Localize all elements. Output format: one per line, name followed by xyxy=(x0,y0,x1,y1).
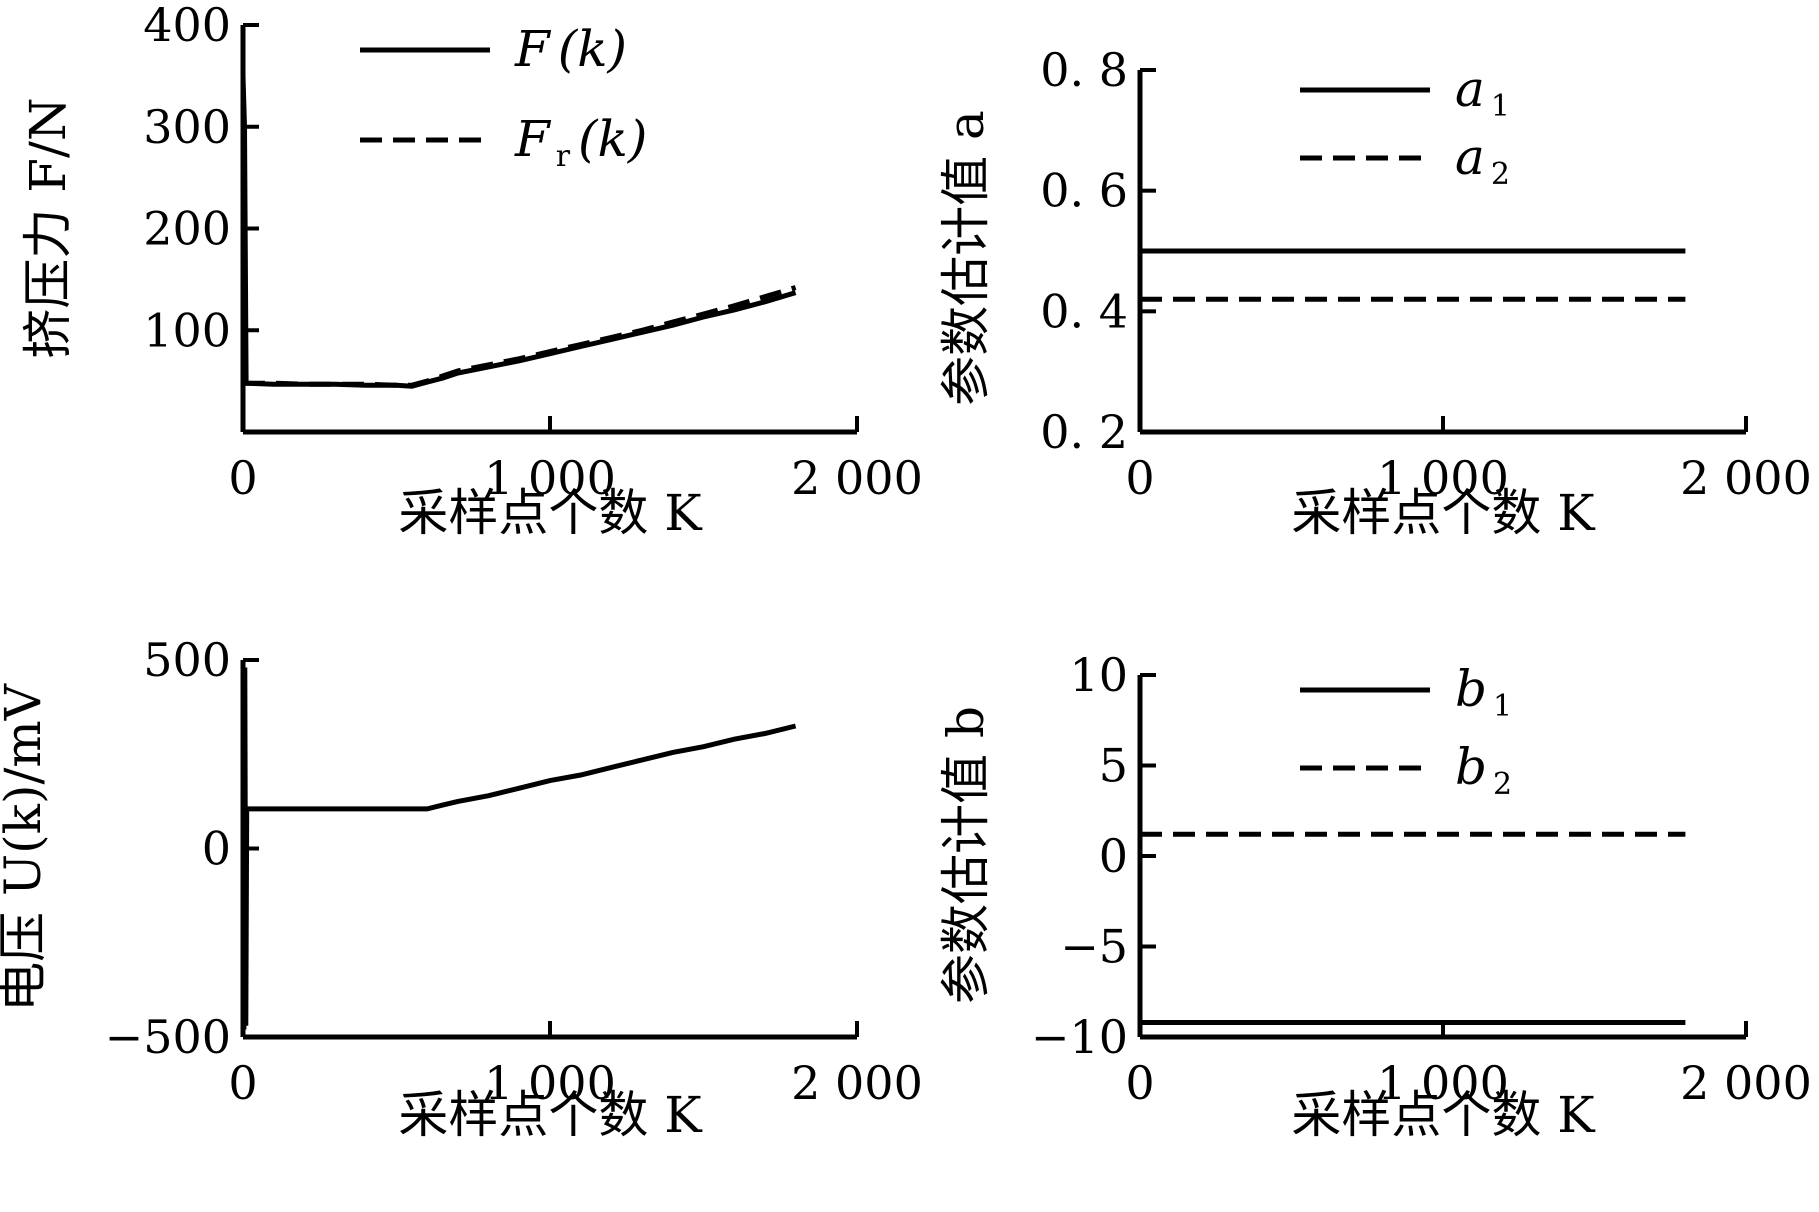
x-tick-label: 0 xyxy=(228,451,257,505)
x-tick-label: 1 000 xyxy=(1377,1056,1509,1110)
y-tick-label: −5 xyxy=(1060,920,1128,974)
x-tick-label: 2 000 xyxy=(791,451,923,505)
x-tick-label: 1 000 xyxy=(484,451,616,505)
series-line-Fr(k) xyxy=(243,285,797,388)
y-tick-label: 0. 4 xyxy=(1040,284,1128,338)
x-tick-label: 0 xyxy=(1125,1056,1154,1110)
y-tick-label: 400 xyxy=(143,0,231,52)
chart-panel-4: 0 1 000 2 000 −10 −5 0 5 10 采样点个数 K 参数估计值 b b 1 b 2 xyxy=(937,648,1812,1144)
x-tick-label: 2 000 xyxy=(1680,1056,1812,1110)
y-tick-label: 10 xyxy=(1069,648,1128,702)
x-axis-title: 采样点个数 K xyxy=(1291,1086,1596,1144)
x-axis-title: 采样点个数 K xyxy=(398,484,703,542)
series-line-series-1 xyxy=(240,663,797,1030)
y-tick-label: 0. 2 xyxy=(1040,405,1128,459)
chart-panel-1: 0 1 000 2 000 100 200 300 400 采样点个数 K 挤压力 F/N F (k… xyxy=(19,0,923,542)
y-axis-title: 参数估计值 a xyxy=(937,110,995,406)
y-tick-label: 0 xyxy=(1099,829,1128,883)
y-tick-label: 0. 6 xyxy=(1040,164,1128,218)
y-tick-label: 0 xyxy=(202,822,231,876)
y-tick-label: 200 xyxy=(143,202,231,256)
y-tick-label: 300 xyxy=(143,100,231,154)
x-axis-title: 采样点个数 K xyxy=(398,1086,703,1144)
y-tick-label: 0. 8 xyxy=(1040,43,1128,97)
x-tick-label: 2 000 xyxy=(791,1056,923,1110)
y-tick-label: −10 xyxy=(1031,1010,1128,1064)
y-axis-title: 电压 U(k)/mV xyxy=(0,683,52,1012)
x-tick-label: 1 000 xyxy=(484,1056,616,1110)
y-tick-label: −500 xyxy=(105,1010,231,1064)
x-tick-label: 1 000 xyxy=(1377,451,1509,505)
y-tick-label: 100 xyxy=(143,303,231,357)
y-tick-label: 500 xyxy=(143,633,231,687)
y-tick-label: 5 xyxy=(1099,739,1128,793)
x-tick-label: 0 xyxy=(228,1056,257,1110)
legend-label: F (k) xyxy=(514,20,627,78)
x-tick-label: 2 000 xyxy=(1680,451,1812,505)
chart-panel-2: 0 1 000 2 000 0. 2 0. 4 0. 6 0. 8 采样点个数 K 参数估计值 … xyxy=(937,43,1812,542)
y-axis-title: 参数估计值 b xyxy=(937,706,995,1004)
x-tick-label: 0 xyxy=(1125,451,1154,505)
y-axis-title: 挤压力 F/N xyxy=(19,97,77,358)
x-axis-title: 采样点个数 K xyxy=(1291,484,1596,542)
